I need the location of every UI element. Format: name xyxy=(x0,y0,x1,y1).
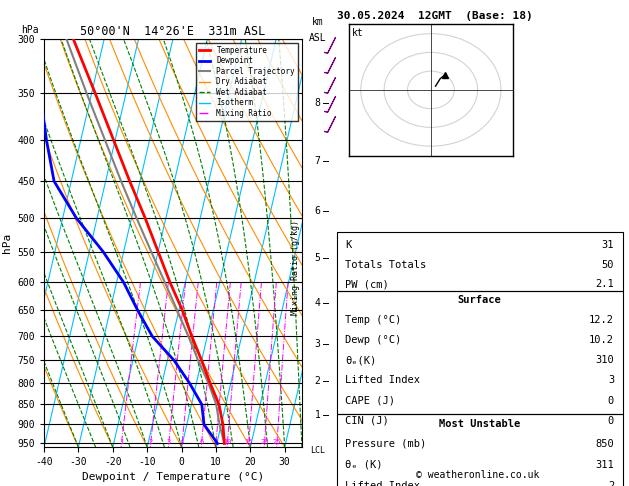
Text: LCL: LCL xyxy=(310,446,325,455)
Bar xyxy=(337,291,623,415)
Text: 2: 2 xyxy=(314,376,321,386)
Text: 3: 3 xyxy=(608,376,614,385)
Text: CAPE (J): CAPE (J) xyxy=(345,396,395,406)
Text: 2: 2 xyxy=(148,439,152,445)
Text: Lifted Index: Lifted Index xyxy=(345,481,420,486)
Text: km: km xyxy=(312,17,323,27)
Text: 310: 310 xyxy=(596,355,614,365)
Text: PW (cm): PW (cm) xyxy=(345,279,389,289)
Text: © weatheronline.co.uk: © weatheronline.co.uk xyxy=(416,470,540,480)
Text: 7: 7 xyxy=(314,156,321,166)
Text: 850: 850 xyxy=(596,439,614,449)
Text: 15: 15 xyxy=(244,439,253,445)
Text: 10: 10 xyxy=(223,439,231,445)
Text: 1: 1 xyxy=(119,439,123,445)
Text: 20: 20 xyxy=(260,439,269,445)
Y-axis label: hPa: hPa xyxy=(2,233,12,253)
Text: 25: 25 xyxy=(272,439,281,445)
Text: 4: 4 xyxy=(314,298,321,308)
Text: 5: 5 xyxy=(314,253,321,263)
Text: 12.2: 12.2 xyxy=(589,315,614,325)
Text: K: K xyxy=(345,240,352,250)
Text: 2: 2 xyxy=(608,481,614,486)
Text: Temp (°C): Temp (°C) xyxy=(345,315,401,325)
Text: Lifted Index: Lifted Index xyxy=(345,376,420,385)
Title: 50°00'N  14°26'E  331m ASL: 50°00'N 14°26'E 331m ASL xyxy=(81,25,265,38)
Text: 0: 0 xyxy=(608,396,614,406)
Text: 50: 50 xyxy=(601,260,614,270)
Text: Dewp (°C): Dewp (°C) xyxy=(345,335,401,345)
Text: Most Unstable: Most Unstable xyxy=(439,419,520,429)
Text: 0: 0 xyxy=(608,416,614,426)
Text: Mixing Ratio (g/kg): Mixing Ratio (g/kg) xyxy=(291,220,300,315)
Text: Totals Totals: Totals Totals xyxy=(345,260,426,270)
Text: 1: 1 xyxy=(314,410,321,420)
Text: θₑ(K): θₑ(K) xyxy=(345,355,376,365)
Text: 8: 8 xyxy=(314,98,321,108)
Text: Surface: Surface xyxy=(458,295,501,305)
Text: Pressure (mb): Pressure (mb) xyxy=(345,439,426,449)
Text: 3: 3 xyxy=(314,339,321,348)
Text: 311: 311 xyxy=(596,460,614,470)
Text: 10.2: 10.2 xyxy=(589,335,614,345)
Text: θₑ (K): θₑ (K) xyxy=(345,460,382,470)
Text: 6: 6 xyxy=(199,439,203,445)
Text: 6: 6 xyxy=(314,206,321,216)
Text: kt: kt xyxy=(352,28,364,38)
Text: 8: 8 xyxy=(213,439,218,445)
Text: hPa: hPa xyxy=(21,25,38,35)
Bar xyxy=(337,232,623,291)
Text: CIN (J): CIN (J) xyxy=(345,416,389,426)
Text: 4: 4 xyxy=(180,439,184,445)
Text: 30.05.2024  12GMT  (Base: 18): 30.05.2024 12GMT (Base: 18) xyxy=(337,11,532,21)
Text: ASL: ASL xyxy=(309,33,326,43)
Text: 3: 3 xyxy=(166,439,170,445)
Bar xyxy=(337,415,623,486)
Text: 2.1: 2.1 xyxy=(596,279,614,289)
Text: 31: 31 xyxy=(601,240,614,250)
Legend: Temperature, Dewpoint, Parcel Trajectory, Dry Adiabat, Wet Adiabat, Isotherm, Mi: Temperature, Dewpoint, Parcel Trajectory… xyxy=(196,43,298,121)
X-axis label: Dewpoint / Temperature (°C): Dewpoint / Temperature (°C) xyxy=(82,472,264,483)
